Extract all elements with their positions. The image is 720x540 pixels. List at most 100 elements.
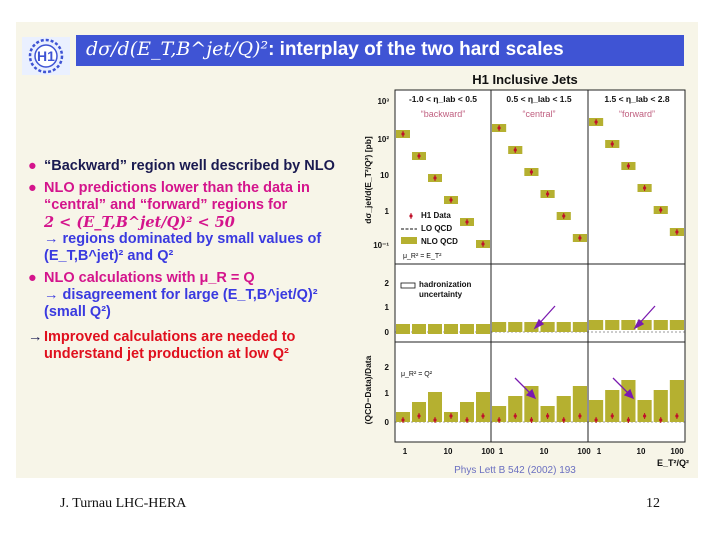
band-segment bbox=[589, 320, 604, 330]
region-name-backward: “backward” bbox=[421, 109, 466, 119]
plot-heading: H1 Inclusive Jets bbox=[472, 72, 578, 87]
h1-inclusive-jets-plot: H1 Inclusive Jets -1.0 < η_lab < 0.5 0.5… bbox=[355, 70, 698, 478]
band-segment bbox=[460, 324, 474, 334]
title-math: dσ/d(E_T,B^jet/Q)² bbox=[86, 38, 269, 60]
band-segment bbox=[653, 320, 668, 330]
band-segment bbox=[605, 390, 620, 422]
legend-entry: NLO QCD bbox=[421, 237, 458, 246]
mid-tick-label: 2 bbox=[385, 279, 390, 288]
legend-entry: LO QCD bbox=[421, 224, 452, 233]
bottom-tick-label: 2 bbox=[385, 363, 390, 372]
band-segment bbox=[621, 320, 636, 330]
bullet-marker: ● bbox=[28, 158, 37, 174]
bullet-central-forward: ● NLO predictions lower than the data in… bbox=[28, 180, 358, 265]
bottom-tick-label: 0 bbox=[385, 418, 390, 427]
h1-logo: H1 bbox=[22, 37, 70, 75]
mid-tick-label: 0 bbox=[385, 328, 390, 337]
highlight-arrows bbox=[514, 305, 656, 400]
band-segment bbox=[637, 400, 652, 422]
footer-page-number: 12 bbox=[646, 496, 660, 511]
plot-reference: Phys Lett B 542 (2002) 193 bbox=[454, 465, 576, 476]
region-range-forward: 1.5 < η_lab < 2.8 bbox=[604, 94, 669, 104]
top-tick-label: 10 bbox=[380, 171, 389, 180]
region-name-forward: “forward” bbox=[619, 109, 655, 119]
bullet-conclusion: → Improved calculations are needed to un… bbox=[28, 329, 358, 363]
band-segment bbox=[589, 400, 604, 422]
region-range-backward: -1.0 < η_lab < 0.5 bbox=[409, 94, 477, 104]
slide-title: dσ/d(E_T,B^jet/Q)²: interplay of the two… bbox=[86, 38, 564, 61]
region-name-central: “central” bbox=[522, 109, 555, 119]
x-tick-label: 100 bbox=[481, 447, 495, 456]
region-range-central: 0.5 < η_lab < 1.5 bbox=[506, 94, 571, 104]
band-segment bbox=[572, 322, 587, 332]
band-segment bbox=[653, 390, 668, 422]
bullet-list: ● “Backward” region well described by NL… bbox=[28, 158, 358, 368]
band-segment bbox=[572, 386, 587, 422]
top-tick-label: 10⁻¹ bbox=[373, 241, 389, 250]
x-axis-label: E_T²/Q² bbox=[657, 458, 689, 468]
legend-entry: μ_R² = E_T² bbox=[403, 253, 442, 260]
top-tick-label: 1 bbox=[385, 207, 390, 216]
bullet-mur: ● NLO calculations with μ_R = Q → disagr… bbox=[28, 270, 358, 321]
band-segment bbox=[492, 406, 507, 422]
bullet-marker: ● bbox=[28, 180, 37, 196]
top-panel-frame bbox=[394, 89, 686, 265]
band-segment bbox=[540, 322, 555, 332]
x-tick-label: 10 bbox=[444, 447, 453, 456]
band-segment bbox=[605, 320, 620, 330]
legend-mid: hadronization uncertainty bbox=[400, 280, 472, 299]
x-tick-label: 1 bbox=[403, 447, 408, 456]
band-segment bbox=[524, 322, 539, 332]
bullet-math: 2 < (E_T,B^jet/Q)² < 50 bbox=[44, 214, 235, 231]
bullet-arrow-text: → regions dominated by small values of (… bbox=[44, 231, 322, 264]
legend-entry: H1 Data bbox=[421, 211, 451, 220]
top-tick-label: 10² bbox=[377, 135, 389, 144]
mid-panel-frame bbox=[394, 263, 686, 343]
band-segment bbox=[428, 392, 442, 422]
legend-top: H1 Data LO QCD NLO QCD μ_R² = E_T² bbox=[401, 211, 458, 260]
top-tick-label: 10³ bbox=[377, 97, 389, 106]
band-segment bbox=[492, 322, 507, 332]
band-segment bbox=[669, 320, 684, 330]
bottom-panel-frame bbox=[394, 341, 686, 443]
band-segment bbox=[508, 322, 523, 332]
bullet-arrow-marker: → bbox=[28, 329, 43, 345]
bullet-text: NLO predictions lower than the data in “… bbox=[44, 180, 310, 213]
band-segment bbox=[476, 324, 490, 334]
x-tick-label: 1 bbox=[597, 447, 602, 456]
band-segment bbox=[444, 324, 458, 334]
title-bar bbox=[76, 35, 684, 66]
band-segment bbox=[556, 396, 571, 422]
band-segment bbox=[412, 402, 426, 422]
band-segment bbox=[508, 396, 523, 422]
band-segment bbox=[476, 392, 490, 422]
band-segment bbox=[396, 324, 410, 334]
x-tick-label: 100 bbox=[577, 447, 591, 456]
legend-bottom: μ_R² = Q² bbox=[401, 371, 433, 378]
bullet-backward: ● “Backward” region well described by NL… bbox=[28, 158, 358, 175]
nlo-bands bbox=[396, 118, 684, 423]
bottom-tick-label: 1 bbox=[385, 389, 390, 398]
x-tick-label: 1 bbox=[499, 447, 504, 456]
bullet-text-small-q2: (small Q²) bbox=[44, 304, 111, 320]
band-segment bbox=[412, 324, 426, 334]
x-tick-label: 10 bbox=[540, 447, 549, 456]
bullet-marker: ● bbox=[28, 270, 37, 286]
bullet-text: NLO calculations with μ_R = Q bbox=[44, 270, 255, 286]
band-segment bbox=[637, 320, 652, 330]
bullet-text: “Backward” region well described by NLO bbox=[44, 158, 335, 174]
band-segment bbox=[460, 402, 474, 422]
ylabel-top: dσ_jet/d(E_T²/Q²) [pb] bbox=[363, 136, 373, 224]
logo-text: H1 bbox=[37, 48, 55, 64]
x-tick-label: 10 bbox=[637, 447, 646, 456]
x-tick-label: 100 bbox=[670, 447, 684, 456]
band-segment bbox=[621, 380, 636, 422]
band-segment bbox=[669, 380, 684, 422]
bullet-text: Improved calculations are needed to unde… bbox=[44, 329, 296, 362]
band-segment bbox=[556, 322, 571, 332]
legend-entry: hadronization bbox=[419, 280, 472, 289]
footer-author: J. Turnau LHC-HERA bbox=[60, 496, 187, 511]
legend-entry: uncertainty bbox=[419, 290, 463, 299]
title-text: : interplay of the two hard scales bbox=[268, 39, 564, 60]
band-segment bbox=[428, 324, 442, 334]
